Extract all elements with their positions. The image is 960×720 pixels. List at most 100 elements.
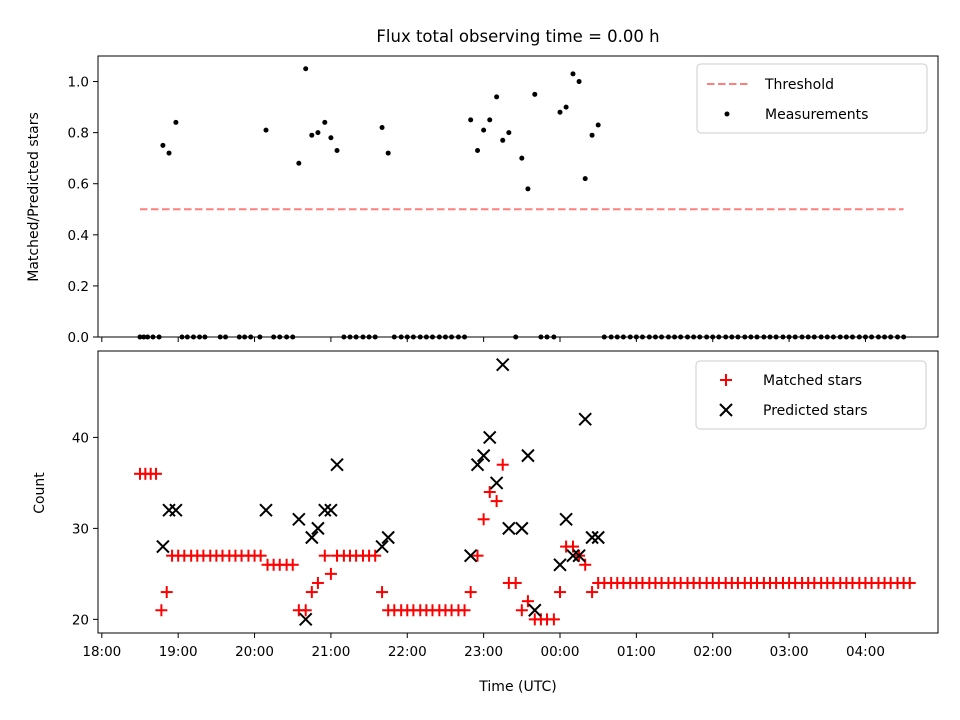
predicted-star-point — [553, 558, 567, 572]
predicted-star-point — [318, 503, 332, 517]
measurement-point — [334, 148, 340, 154]
matched-star-point — [318, 549, 331, 562]
matched-star-point — [586, 586, 599, 599]
legend-threshold-label: Threshold — [764, 77, 834, 93]
count-x-tick-label: 02:00 — [693, 644, 732, 660]
matched-star-point — [376, 586, 389, 599]
predicted-star-point — [311, 521, 325, 536]
matched-star-point — [286, 558, 299, 571]
measurement-point — [309, 132, 315, 138]
predicted-star-point — [299, 612, 313, 627]
matched-star-point — [547, 613, 560, 626]
count-x-tick-label: 23:00 — [464, 644, 503, 660]
measurement-point — [263, 127, 269, 133]
matched-star-point — [324, 567, 337, 580]
ratio-y-axis: 0.0 0.2 0.4 0.6 0.8 1.0 — [68, 75, 98, 346]
predicted-star-point — [496, 357, 510, 372]
count-x-tick-label: 19:00 — [159, 644, 198, 660]
measurement-point — [589, 132, 595, 138]
matched-star-point — [254, 549, 267, 562]
ratio-y-tick-label: 0.0 — [68, 330, 89, 346]
ratio-y-tick-label: 0.8 — [68, 126, 89, 142]
count-x-tick-label: 18:00 — [82, 644, 121, 660]
predicted-star-point — [470, 458, 485, 472]
measurement-point — [506, 130, 512, 136]
matched-star-point — [515, 604, 528, 617]
matched-star-point — [496, 458, 509, 471]
predicted-star-point — [528, 603, 542, 617]
matched-star-point — [458, 604, 471, 617]
count-x-tick-label: 00:00 — [541, 644, 580, 660]
measurement-point — [173, 119, 179, 125]
count-x-tick-label: 04:00 — [846, 644, 885, 660]
measurement-point — [468, 117, 474, 123]
measurement-point — [576, 79, 582, 85]
matched-star-point — [483, 486, 496, 498]
count-x-tick-label: 20:00 — [235, 644, 274, 660]
measurement-point — [519, 155, 525, 161]
count-x-tick-label: 22:00 — [388, 644, 427, 660]
measurement-point — [563, 104, 569, 110]
measurement-point — [570, 71, 576, 77]
matched-star-point — [477, 513, 490, 526]
ratio-y-axis-label: Matched/Predicted stars — [26, 112, 42, 282]
legend-measurements-swatch — [724, 111, 730, 117]
matched-star-point — [464, 586, 477, 599]
predicted-star-point — [259, 503, 273, 517]
ratio-panel-frame — [97, 55, 939, 338]
predicted-star-point — [483, 430, 497, 445]
ratio-legend-box — [696, 63, 928, 134]
ratio-y-tick-label: 0.2 — [68, 279, 89, 295]
measurement-point — [315, 130, 321, 136]
count-panel-frame — [97, 350, 939, 634]
measurement-point — [582, 176, 588, 182]
predicted-star-point — [578, 412, 592, 426]
measurement-point — [379, 125, 385, 131]
measurement-point — [487, 117, 493, 123]
matched-star-point — [155, 604, 168, 617]
matched-star-point — [150, 467, 163, 480]
matched-star-point — [903, 576, 916, 589]
predicted-star-point — [305, 530, 319, 545]
count-x-tick-label: 03:00 — [770, 644, 809, 660]
predicted-star-point — [292, 512, 306, 526]
count-y-tick-label: 40 — [72, 430, 89, 446]
chart-title: Flux total observing time = 0.00 h — [376, 27, 659, 46]
matched-star-point — [490, 495, 503, 508]
measurement-point — [385, 150, 391, 156]
measurement-point — [557, 109, 563, 115]
count-y-tick-label: 20 — [72, 612, 89, 628]
ratio-y-tick-label: 1.0 — [68, 75, 89, 91]
measurement-point — [481, 127, 487, 133]
count-x-axis-label: Time (UTC) — [478, 679, 556, 695]
measurement-point — [525, 186, 531, 192]
count-y-axis: 20 30 40 — [72, 430, 98, 628]
predicted-star-point — [381, 530, 395, 545]
predicted-star-point — [566, 548, 580, 563]
predicted-star-point — [156, 539, 170, 554]
matched-star-point — [369, 549, 382, 562]
measurement-point — [595, 122, 601, 128]
matched-star-point — [471, 549, 484, 562]
predicted-star-point — [169, 503, 183, 517]
legend-predicted-swatch — [719, 403, 733, 417]
predicted-star-point — [585, 530, 599, 545]
predicted-star-point — [463, 548, 478, 563]
predicted-star-point — [476, 448, 491, 463]
count-x-tick-label: 21:00 — [311, 644, 350, 660]
measurement-point — [328, 135, 334, 141]
matched-star-point — [160, 586, 173, 599]
count-y-tick-label: 30 — [72, 521, 89, 537]
matched-star-point — [554, 586, 566, 599]
measurement-point — [296, 160, 302, 166]
count-y-axis-label: Count — [32, 472, 48, 514]
matched-star-point — [299, 604, 312, 617]
measurement-point — [166, 150, 172, 156]
predicted-star-point — [591, 530, 605, 545]
predicted-star-point — [375, 539, 389, 554]
measurement-point — [303, 66, 309, 72]
legend-matched-swatch — [720, 374, 732, 386]
count-x-tick-label: 01:00 — [617, 644, 656, 660]
matched-star-point — [305, 586, 318, 599]
